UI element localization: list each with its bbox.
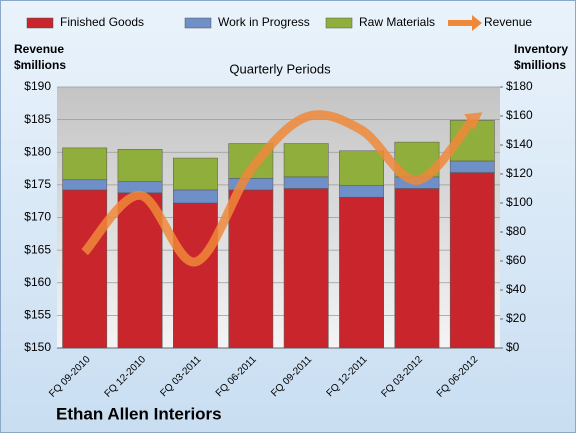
bar-segment [62,147,108,181]
bar-segment [339,150,384,186]
legend-swatch [184,17,212,29]
y2-tick-label: $40 [506,282,526,296]
y2-tick-label: $180 [506,79,533,93]
y2-tick-label: $60 [506,253,526,267]
y2-tick-label: $120 [506,166,533,180]
bar-segment [173,189,218,204]
y2-tick-label: $0 [506,340,520,354]
legend-swatch [26,17,54,29]
y2-tick-label: $140 [506,137,533,151]
plot-title: Quarterly Periods [229,61,331,76]
legend-swatch [472,15,482,31]
revenue-line [81,110,476,267]
y-axis-label: $millions [14,58,66,72]
bar-segment [173,157,218,191]
legend-label: Revenue [484,15,532,29]
y-tick-label: $190 [24,79,51,93]
bar-segment [283,176,329,189]
y-tick-label: $175 [24,177,51,191]
y-tick-label: $185 [24,112,51,126]
bar-segment [449,172,495,349]
y2-tick-label: $20 [506,311,526,325]
company-name: Ethan Allen Interiors [56,404,222,423]
bar-segment [117,192,163,349]
bar-segment [228,189,274,349]
y2-tick-label: $100 [506,195,533,209]
y-tick-label: $160 [24,275,51,289]
bar-segment [283,143,329,178]
legend-label: Work in Progress [218,15,310,29]
y2-axis-label: Inventory [514,42,568,56]
y-axis-label: Revenue [14,42,64,56]
y2-tick-label: $160 [506,108,533,122]
arrow-head [464,112,483,131]
bar-segment [62,189,108,349]
bar-segment [339,185,384,198]
y-tick-label: $150 [24,340,51,354]
bar-segment [449,160,495,173]
y-tick-label: $180 [24,144,51,158]
legend-label: Finished Goods [60,15,144,29]
bar-segment [173,202,218,349]
legend-swatch [325,17,353,29]
bar-segment [339,196,384,349]
bar-segment [62,179,108,191]
y-tick-label: $170 [24,210,51,224]
y2-axis-label: $millions [514,58,566,72]
y-tick-label: $165 [24,242,51,256]
y-tick-label: $155 [24,308,51,322]
bar-segment [283,188,329,349]
legend-label: Raw Materials [359,15,435,29]
bar-segment [117,149,163,182]
bar-segment [394,188,440,349]
y2-tick-label: $80 [506,224,526,238]
